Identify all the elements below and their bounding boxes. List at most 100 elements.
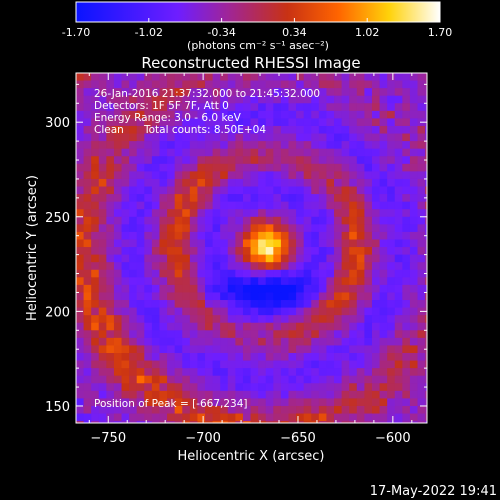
- heatmap-cell: [326, 156, 335, 165]
- heatmap-cell: [288, 156, 297, 165]
- heatmap-cell: [394, 156, 403, 165]
- heatmap-cell: [136, 133, 145, 142]
- heatmap-cell: [212, 110, 221, 120]
- heatmap-cell: [159, 118, 168, 127]
- heatmap-cell: [273, 133, 282, 142]
- heatmap-cell: [91, 88, 100, 97]
- heatmap-cell: [258, 300, 267, 309]
- heatmap-cell: [356, 421, 365, 423]
- heatmap-cell: [371, 125, 381, 135]
- heatmap-cell: [326, 383, 335, 392]
- heatmap-cell: [258, 178, 267, 188]
- heatmap-cell: [311, 254, 320, 263]
- heatmap-cell: [402, 360, 411, 369]
- heatmap-cell: [106, 368, 115, 377]
- heatmap-cell: [189, 156, 199, 165]
- heatmap-cell: [258, 148, 267, 157]
- heatmap-cell: [417, 209, 426, 218]
- heatmap-cell: [371, 330, 381, 339]
- heatmap-cell: [98, 133, 107, 142]
- heatmap-cell: [235, 368, 244, 377]
- heatmap-cell: [303, 277, 312, 286]
- heatmap-cell: [258, 133, 267, 142]
- heatmap-cell: [212, 360, 221, 369]
- heatmap-cell: [364, 216, 373, 225]
- heatmap-cell: [356, 247, 365, 256]
- heatmap-cell: [433, 202, 441, 210]
- heatmap-cell: [167, 360, 176, 369]
- heatmap-cell: [136, 239, 145, 248]
- heatmap-cell: [387, 171, 396, 180]
- heatmap-cell: [265, 133, 274, 142]
- heatmap-cell: [387, 413, 396, 422]
- heatmap-cell: [189, 337, 199, 347]
- heatmap-cell: [151, 345, 161, 354]
- heatmap-cell: [379, 345, 388, 354]
- heatmap-cell: [409, 156, 419, 165]
- heatmap-cell: [205, 88, 214, 97]
- heatmap-cell: [258, 360, 267, 369]
- heatmap-cell: [379, 353, 388, 362]
- heatmap-cell: [159, 103, 168, 112]
- heatmap-cell: [417, 125, 426, 135]
- heatmap-cell: [151, 156, 161, 165]
- heatmap-cell: [349, 383, 358, 392]
- heatmap-cell: [243, 429, 251, 437]
- heatmap-cell: [417, 360, 426, 369]
- heatmap-cell: [318, 141, 328, 150]
- heatmap-cell: [106, 110, 115, 120]
- heatmap-cell: [182, 141, 191, 150]
- heatmap-cell: [121, 277, 130, 286]
- heatmap-cell: [106, 178, 115, 188]
- heatmap-cell: [159, 405, 168, 415]
- heatmap-cell: [303, 398, 312, 407]
- heatmap-cell: [106, 292, 115, 301]
- heatmap-cell: [303, 247, 312, 256]
- heatmap-cell: [121, 300, 130, 309]
- heatmap-cell: [129, 307, 138, 316]
- heatmap-cell: [189, 141, 199, 150]
- heatmap-cell: [326, 125, 335, 135]
- heatmap-cell: [433, 414, 441, 422]
- heatmap-cell: [167, 171, 176, 180]
- heatmap-cell: [356, 390, 365, 400]
- heatmap-cell: [212, 80, 221, 89]
- heatmap-cell: [409, 186, 419, 195]
- heatmap-cell: [212, 239, 221, 248]
- heatmap-cell: [242, 383, 252, 392]
- heatmap-cell: [91, 224, 100, 233]
- heatmap-cell: [417, 390, 426, 400]
- heatmap-cell: [417, 292, 426, 301]
- heatmap-cell: [425, 216, 427, 225]
- heatmap-cell: [98, 405, 107, 415]
- heatmap-cell: [98, 239, 107, 248]
- heatmap-cell: [280, 262, 290, 271]
- heatmap-cell: [106, 307, 115, 316]
- heatmap-cell: [265, 209, 274, 218]
- heatmap-cell: [174, 284, 183, 294]
- heatmap-cell: [182, 110, 191, 120]
- heatmap-cell: [311, 353, 320, 362]
- heatmap-cell: [371, 315, 381, 324]
- heatmap-cell: [227, 383, 236, 392]
- heatmap-cell: [417, 405, 426, 415]
- heatmap-cell: [76, 194, 85, 203]
- heatmap-cell: [417, 269, 426, 278]
- heatmap-cell: [273, 178, 282, 188]
- heatmap-cell: [197, 209, 206, 218]
- heatmap-cell: [227, 201, 236, 210]
- heatmap-cell: [250, 148, 259, 157]
- heatmap-cell: [182, 103, 191, 112]
- heatmap-cell: [242, 375, 252, 384]
- heatmap-cell: [402, 277, 411, 286]
- heatmap-cell: [341, 353, 350, 362]
- heatmap-cell: [318, 247, 328, 256]
- heatmap-cell: [303, 368, 312, 377]
- heatmap-cell: [227, 163, 236, 172]
- heatmap-cell: [136, 269, 145, 278]
- heatmap-cell: [182, 277, 191, 286]
- heatmap-cell: [220, 88, 229, 97]
- heatmap-cell: [205, 330, 214, 339]
- heatmap-cell: [265, 300, 274, 309]
- heatmap-cell: [91, 315, 100, 324]
